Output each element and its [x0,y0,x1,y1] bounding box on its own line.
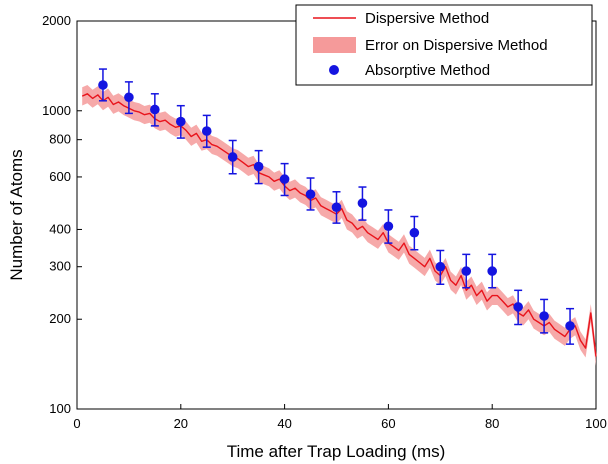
error-band [82,85,596,366]
absorptive-marker [565,321,575,331]
absorptive-point [357,186,368,221]
y-tick-label: 100 [49,401,71,416]
absorptive-marker [357,198,368,208]
error-band-layer [82,85,596,366]
absorptive-marker [383,221,394,232]
absorptive-marker [176,116,186,127]
legend-band-swatch [313,37,356,53]
absorptive-marker [461,266,472,276]
y-axis: 100 200 300 400 600 800 1000 2000 [42,13,82,416]
absorptive-point [279,162,290,197]
absorptive-point [176,104,186,139]
x-tick-label: 80 [485,416,499,431]
dispersive-line-layer [81,93,597,357]
absorptive-marker-layer [98,68,575,345]
legend-label-dispersive: Dispersive Method [365,10,489,27]
x-axis: 0 20 40 60 80 100 [73,404,607,431]
absorptive-point [539,298,549,334]
absorptive-marker [150,104,160,115]
absorptive-marker [435,261,446,272]
y-tick-label: 800 [49,132,71,147]
absorptive-point [150,93,160,127]
x-tick-label: 60 [381,416,395,431]
absorptive-marker [253,161,264,172]
absorptive-point [331,191,342,224]
absorptive-point [513,289,523,326]
absorptive-point [383,209,394,244]
absorptive-point [409,215,420,251]
absorptive-point [227,139,238,175]
legend: Dispersive Method Error on Dispersive Me… [295,4,593,86]
y-tick-label: 400 [49,221,71,236]
dispersive-line [81,93,597,357]
absorptive-point [305,177,316,211]
absorptive-marker [305,189,316,200]
absorptive-marker [124,92,134,103]
absorptive-marker [487,266,498,276]
x-tick-label: 40 [277,416,291,431]
absorptive-point [98,68,108,102]
absorptive-marker [98,80,108,90]
absorptive-point [487,253,498,289]
absorptive-marker [201,126,212,136]
y-tick-label: 600 [49,169,71,184]
y-axis-title: Number of Atoms [7,149,26,280]
absorptive-point [253,149,264,185]
absorptive-marker [539,311,549,321]
absorptive-marker [331,202,342,212]
absorptive-point [461,253,472,289]
absorptive-point [124,81,134,115]
y-tick-label: 2000 [42,13,71,28]
absorptive-point [201,114,212,148]
x-tick-label: 20 [174,416,188,431]
y-tick-label: 1000 [42,103,71,118]
absorptive-point [565,307,575,345]
legend-marker-swatch [329,65,339,75]
x-tick-label: 0 [73,416,80,431]
legend-label-absorptive: Absorptive Method [365,62,490,79]
x-tick-label: 100 [585,416,607,431]
x-axis-title: Time after Trap Loading (ms) [227,442,446,461]
absorptive-marker [513,302,523,312]
y-tick-label: 200 [49,311,71,326]
legend-label-error: Error on Dispersive Method [365,37,548,54]
absorptive-marker [227,152,238,162]
absorptive-marker [279,174,290,184]
absorptive-point [435,249,446,286]
absorptive-marker [409,227,420,238]
y-tick-label: 300 [49,259,71,274]
